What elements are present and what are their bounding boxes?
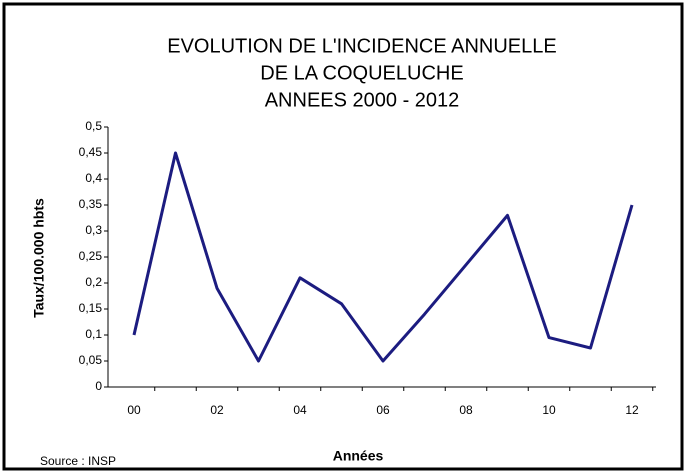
data-line	[132, 151, 634, 363]
y-tick-label: 0,05	[79, 353, 103, 367]
chart-title: EVOLUTION DE L'INCIDENCE ANNUELLE	[167, 35, 556, 57]
x-tick-label: 04	[293, 403, 307, 417]
x-tick-label: 00	[127, 403, 141, 417]
chart-title: ANNEES 2000 - 2012	[265, 89, 460, 111]
y-tick-label: 0,25	[79, 249, 103, 263]
x-tick-label: 12	[625, 403, 639, 417]
y-tick-label: 0,3	[85, 223, 102, 237]
x-tick-label: 08	[459, 403, 473, 417]
y-tick-label: 0	[95, 379, 102, 393]
x-tick-label: 02	[210, 403, 224, 417]
y-axis-label: Taux/100.000 hbts	[31, 198, 47, 318]
x-axis-label: Années	[333, 448, 384, 464]
y-tick-label: 0,4	[85, 171, 102, 185]
y-tick-label: 0,35	[79, 197, 103, 211]
chart-title: DE LA COQUELUCHE	[260, 62, 463, 84]
y-tick-label: 0,1	[85, 327, 102, 341]
y-tick-label: 0,15	[79, 301, 103, 315]
y-tick-label: 0,5	[85, 119, 102, 133]
y-tick-label: 0,45	[79, 145, 103, 159]
x-tick-label: 06	[376, 403, 390, 417]
source: Source : INSP	[40, 454, 116, 468]
x-tick-label: 10	[542, 403, 556, 417]
y-tick-label: 0,2	[85, 275, 102, 289]
